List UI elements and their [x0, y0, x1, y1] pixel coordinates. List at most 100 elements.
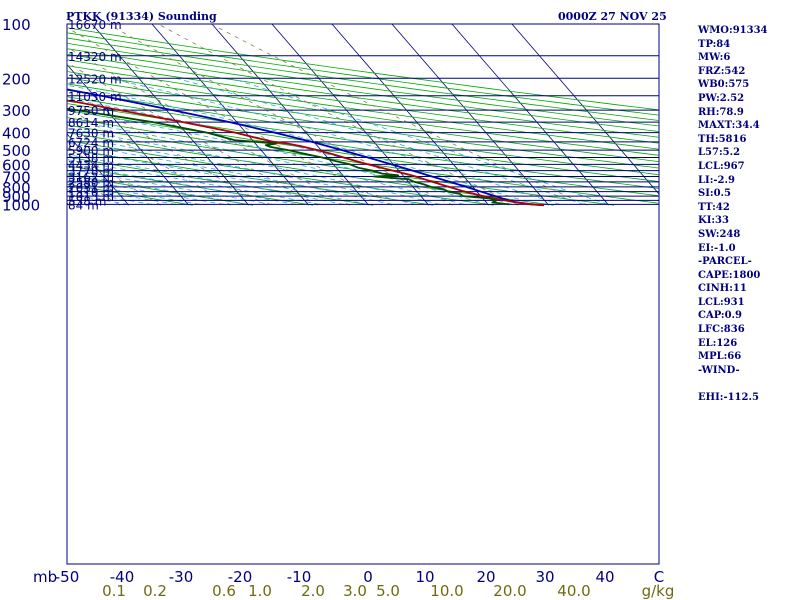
dry-adiabat-line — [67, 183, 193, 206]
mixing-ratio-line — [108, 24, 453, 206]
dry-adiabat-line — [67, 53, 659, 138]
pressure-tick-label: 100 — [2, 16, 31, 34]
index-item: PW:2.52 — [698, 92, 745, 104]
height-label: 2580 m — [68, 176, 114, 190]
height-label: 14320 m — [68, 50, 122, 64]
index-item: LCL:967 — [698, 160, 745, 172]
mixing-ratio-line — [67, 46, 350, 206]
temperature-tick-label: 30 — [535, 568, 554, 586]
height-label: 11030 m — [68, 90, 122, 104]
moist-adiabat-line — [108, 77, 561, 205]
temperature-tick-label: 40 — [595, 568, 614, 586]
index-item — [698, 377, 798, 391]
dry-adiabat-line — [67, 27, 659, 111]
index-item: TH:5816 — [698, 133, 747, 145]
moist-adiabat-line — [67, 148, 369, 205]
height-label: 84 m — [68, 198, 99, 212]
mixing-ratio-line — [67, 88, 267, 206]
pressure-tick-label: 500 — [2, 142, 31, 160]
temperature-tick-label: -50 — [55, 568, 80, 586]
index-item: EHI:-112.5 — [698, 392, 759, 404]
moist-adiabat-line — [67, 177, 225, 205]
height-label: 9750 m — [68, 104, 114, 118]
mixing-ratio-line — [158, 24, 519, 206]
dry-adiabat-line — [67, 132, 554, 206]
temperature-tick-label: 20 — [476, 568, 495, 586]
mixing-ratio-lines — [67, 24, 588, 206]
height-label: 4434 m — [68, 158, 114, 172]
chart-time: 0000Z 27 NOV 25 — [558, 10, 667, 23]
pressure-tick-label: 300 — [2, 102, 31, 120]
dry-adiabat-line — [67, 59, 659, 144]
dry-adiabat-line — [67, 42, 659, 127]
height-label: 8614 m — [68, 116, 114, 130]
index-item: WB0:575 — [698, 79, 750, 91]
index-item: TP:84 — [698, 38, 731, 50]
isotherm-line — [331, 24, 489, 206]
temperature-tick-label: 0 — [363, 568, 373, 586]
index-item: CAPE:1800 — [698, 269, 761, 281]
index-item: EL:126 — [698, 337, 738, 349]
mixing-ratio-tick-label: 5.0 — [376, 582, 400, 600]
index-item: -WIND- — [698, 364, 740, 376]
height-label: 3778 m — [68, 165, 114, 179]
temperature-tick-label: -10 — [287, 568, 312, 586]
dry-adiabat-line — [67, 174, 254, 206]
index-item: MW:6 — [698, 52, 731, 64]
moist-adiabat-line — [67, 154, 345, 205]
pressure-tick-label: 900 — [2, 188, 31, 206]
index-item: LFC:836 — [698, 324, 745, 336]
temperature-tick-label: C — [654, 568, 664, 586]
height-label: 5900 m — [68, 144, 114, 158]
moist-adiabat-line — [67, 84, 537, 205]
sounding-series — [67, 88, 544, 207]
mixing-ratio-line — [67, 106, 232, 206]
temperature-tick-label: -30 — [169, 568, 194, 586]
mixing-ratio-tick-label: 1.0 — [248, 582, 272, 600]
dewpoint-line — [67, 107, 510, 206]
height-label: 7630 m — [68, 127, 114, 141]
mixing-ratio-tick-label: 20.0 — [493, 582, 526, 600]
index-item: FRZ:542 — [698, 65, 746, 77]
height-label: 16670 m — [68, 18, 122, 32]
temperature-tick-label: -20 — [228, 568, 253, 586]
height-label: 6724 m — [68, 136, 114, 150]
dry-adiabat-line — [67, 96, 659, 183]
temperature-tick-label: 10 — [415, 568, 434, 586]
index-item: CINH:11 — [698, 283, 747, 295]
mixing-ratio-line — [67, 27, 393, 206]
dry-adiabat-line — [67, 83, 659, 169]
pressure-tick-label: 200 — [2, 70, 31, 88]
mixing-ratio-tick-label: 0.2 — [143, 582, 167, 600]
pressure-tick-label: 1000 — [2, 196, 40, 214]
index-item: WMO:91334 — [698, 25, 768, 36]
isotherm-line — [91, 24, 249, 206]
index-item: MAXT:34.4 — [698, 120, 760, 132]
mixing-ratio-tick-label: 10.0 — [430, 582, 463, 600]
index-item: CAP:0.9 — [698, 310, 742, 322]
mixing-ratio-tick-label: g/kg — [642, 582, 675, 600]
pressure-tick-label: 600 — [2, 156, 31, 174]
y-axis-prefix: mb — [33, 568, 57, 586]
isotherm-line — [511, 24, 659, 195]
temperature-tick-label: -40 — [110, 568, 135, 586]
plot-frame — [66, 23, 660, 565]
height-label: 3162 m — [68, 170, 114, 184]
dry-adiabat-line — [67, 37, 659, 121]
mixing-ratio-tick-label: 0.6 — [212, 582, 236, 600]
moist-adiabat-line — [67, 159, 321, 205]
index-item: RH:78.9 — [698, 106, 744, 118]
moist-adiabat-line — [67, 163, 297, 205]
height-label: 12520 m — [68, 72, 122, 86]
dry-adiabat-line — [67, 71, 659, 156]
dry-adiabat-line — [67, 124, 615, 206]
index-item: L57:5.2 — [698, 147, 741, 159]
index-item: LI:-2.9 — [698, 174, 735, 186]
height-label: 5138 m — [68, 152, 114, 166]
index-item: KI:33 — [698, 215, 729, 227]
stability-indices: WMO:91334 TP:84 MW:6 FRZ:542 WB0:575 PW:2.52 R… — [698, 24, 798, 405]
mixing-ratio-tick-label: 0.1 — [102, 582, 126, 600]
index-item: SI:0.5 — [698, 188, 731, 200]
index-item: SW:248 — [698, 228, 741, 240]
